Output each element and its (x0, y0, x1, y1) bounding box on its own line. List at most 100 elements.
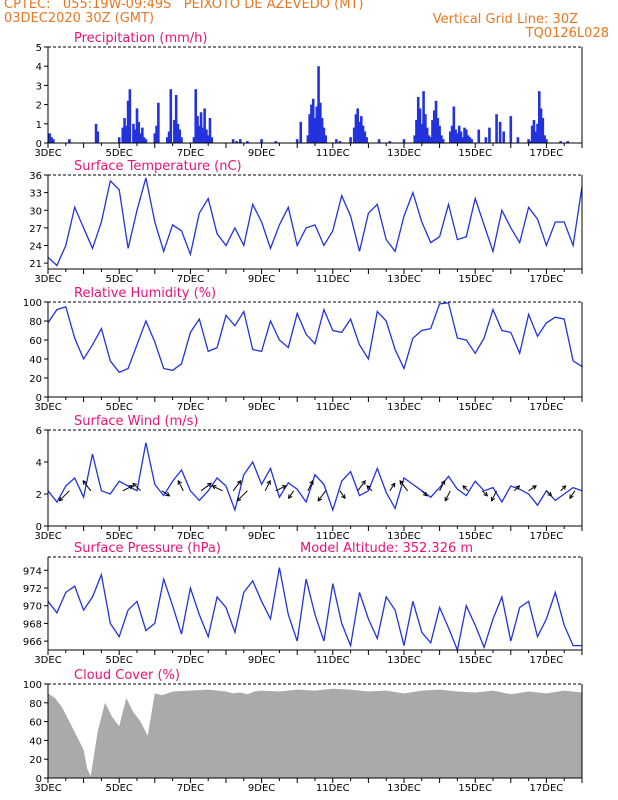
precipitation-bar (427, 135, 431, 143)
wind-y-tick-label: 2 (36, 490, 42, 501)
wind-arrow (264, 480, 271, 492)
wind-arrow-head (569, 494, 574, 500)
precipitation-bar (295, 139, 299, 143)
precipitation-bar (169, 89, 173, 143)
precipitation-bar (141, 127, 144, 143)
pressure-y-tick-label: 974 (23, 566, 42, 577)
humidity-x-tick-label: 15DEC (458, 402, 492, 413)
precipitation-bar (135, 108, 139, 143)
precipitation-x-tick-label: 5DEC (106, 148, 133, 159)
wind-arrow (161, 490, 170, 497)
temperature-y-tick-label: 21 (29, 259, 42, 270)
precipitation-bar (176, 123, 180, 143)
wind-arrow-head (399, 479, 404, 485)
precipitation-bar (416, 96, 420, 143)
precipitation-bar (434, 100, 438, 143)
cloud-cover-x-tick-label: 5DEC (106, 783, 133, 794)
humidity-y-tick-label: 60 (29, 336, 42, 347)
wind-arrow (421, 490, 428, 497)
precipitation-bar (133, 129, 137, 143)
cloud-cover-title: Cloud Cover (%) (74, 668, 180, 683)
run-code: TQ0126L028 (525, 26, 609, 41)
humidity-x-tick-label: 7DEC (177, 402, 204, 413)
precipitation-bar (180, 137, 183, 143)
temperature-x-tick-label: 5DEC (106, 274, 133, 285)
precipitation-bar (361, 125, 365, 143)
humidity-line (47, 302, 583, 374)
precipitation-bar (246, 141, 249, 143)
cloud-cover-area (48, 688, 582, 778)
precipitation-bar (178, 129, 182, 143)
precipitation-bar (165, 137, 169, 143)
pressure-y-tick-label: 972 (23, 584, 42, 595)
wind-arrow (481, 490, 488, 497)
precipitation-bar (144, 139, 148, 143)
wind-x-tick-label: 11DEC (316, 531, 350, 542)
wind-title: Surface Wind (m/s) (74, 414, 198, 429)
wind-arrow (357, 480, 366, 492)
precipitation-bar (441, 139, 445, 143)
humidity-x-tick-label: 17DEC (530, 402, 564, 413)
precipitation-bar (537, 91, 541, 143)
humidity-title: Relative Humidity (%) (74, 286, 216, 301)
precipitation-bar (425, 127, 429, 143)
precipitation-bar (413, 135, 416, 143)
precipitation-bar (320, 118, 324, 143)
precipitation-bar (456, 133, 459, 143)
humidity-y-tick-label: 40 (29, 355, 42, 366)
wind-arrow-head (236, 496, 242, 502)
wind-x-tick-label: 3DEC (34, 531, 61, 542)
wind-arrow-head (309, 479, 314, 485)
wind-arrow-head (490, 496, 496, 502)
wind-y-tick-label: 4 (36, 458, 42, 469)
pressure-x-tick-label: 3DEC (34, 655, 61, 666)
cloud-cover-x-tick-label: 15DEC (458, 783, 492, 794)
precipitation-bar (335, 139, 338, 143)
precipitation-bar (495, 114, 498, 143)
wind-arrow-head (361, 479, 366, 485)
wind-arrow-head (177, 479, 182, 485)
precipitation-bar (420, 123, 424, 143)
precipitation-bar (126, 100, 130, 143)
precipitation-y-tick-label: 2 (36, 101, 42, 112)
temperature-x-tick-label: 3DEC (34, 274, 61, 285)
precipitation-bar (315, 106, 319, 143)
precipitation-bar (529, 141, 532, 143)
cloud-cover-x-tick-label: 7DEC (177, 783, 204, 794)
precipitation-x-tick-label: 3DEC (34, 148, 61, 159)
precipitation-bar (206, 135, 210, 143)
precipitation-bar (194, 89, 198, 143)
wind-arrow (366, 485, 373, 492)
precipitation-bar (438, 125, 441, 143)
wind-line (47, 442, 583, 513)
wind-arrow-head (288, 494, 293, 500)
precipitation-bar (198, 125, 201, 143)
precipitation-bar (121, 127, 125, 143)
header-line-1: CPTEC: 055:19W-09:49S PEIXOTO DE AZEVEDO… (4, 0, 364, 12)
precipitation-bar (260, 139, 263, 143)
wind-arrow-head (547, 491, 553, 497)
cloud-cover-x-tick-label: 11DEC (316, 783, 350, 794)
wind-arrow-head (211, 485, 217, 490)
precipitation-bar (359, 116, 363, 143)
pressure-x-tick-label: 7DEC (177, 655, 204, 666)
wind-arrow-head (390, 482, 396, 488)
precipitation-bar (167, 131, 171, 143)
precipitation-x-tick-label: 17DEC (530, 148, 564, 159)
precipitation-bar (139, 133, 142, 143)
precipitation-bar (454, 129, 457, 143)
wind-arrow-head (561, 485, 567, 490)
precipitation-bar (418, 108, 422, 143)
precipitation-bar (450, 125, 454, 143)
precipitation-bar (319, 102, 322, 143)
wind-arrow (560, 485, 566, 492)
precipitation-bar (354, 114, 358, 143)
precipitation-bar (477, 129, 481, 143)
precipitation-title: Precipitation (mm/h) (74, 31, 207, 46)
precipitation-bar (117, 137, 121, 143)
humidity-x-tick-label: 13DEC (387, 402, 421, 413)
precipitation-bar (415, 119, 418, 143)
cloud-cover-x-tick-label: 3DEC (34, 783, 61, 794)
precipitation-bar (349, 137, 352, 143)
wind-arrow-head (58, 496, 64, 502)
